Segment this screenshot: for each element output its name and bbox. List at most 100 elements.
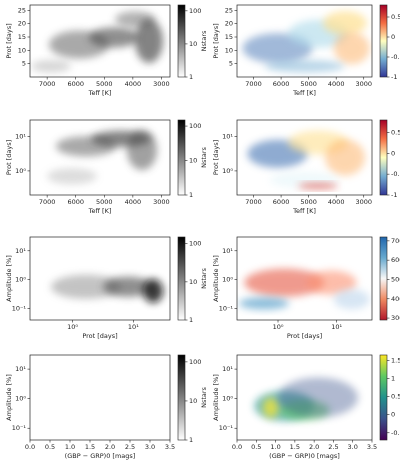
density-cloud (333, 289, 370, 310)
colorbar-tick-label: 10 (189, 157, 197, 165)
density-layer (31, 11, 163, 73)
colorbar-tick-label: 1 (189, 316, 193, 324)
density-cloud (323, 11, 367, 35)
x-tick-label: 3.5 (165, 443, 175, 451)
colorbar-tick-label: 10 (189, 40, 197, 48)
density-cloud (325, 139, 365, 176)
colorbar-tick-label: 1 (391, 375, 395, 383)
y-tick-label: 10⁰ (222, 395, 233, 403)
y-axis-label: Amplitude [%] (5, 255, 13, 302)
colorbar-label: Nstars (200, 30, 208, 51)
y-tick-label: 10⁻¹ (12, 305, 27, 313)
y-tick-label: 10¹ (222, 365, 233, 373)
density-cloud (278, 377, 358, 418)
colorbar-tick-label: 6000 (391, 256, 400, 264)
x-tick-label: 6000 (67, 80, 84, 88)
y-axis-label: Prot [days] (5, 23, 13, 58)
x-axis-label: (GBP − GRP)0 [mags] (65, 452, 136, 460)
density-cloud (47, 168, 97, 185)
x-tick-label: 5000 (300, 198, 317, 206)
density-cloud (298, 183, 338, 189)
plot-frame (236, 119, 373, 196)
panel: 7000 6000 5000 4000 3000 5 10 15 20 25 Teff [K] Pro… (5, 4, 208, 97)
x-tick-label: 3.0 (145, 443, 155, 451)
x-axis-label: Teff [K] (292, 207, 316, 215)
x-tick-label: 10⁰ (67, 323, 78, 331)
y-axis-label: Prot [days] (5, 140, 13, 175)
density-cloud (239, 297, 289, 310)
x-tick-label: 0.5 (45, 443, 55, 451)
colorbar (177, 119, 186, 196)
x-tick-label: 2.0 (309, 443, 319, 451)
x-axis-label: Teff [K] (88, 207, 112, 215)
y-axis-label: Amplitude [%] (212, 374, 220, 421)
x-tick-label: 1.0 (65, 443, 75, 451)
x-tick-label: 10⁰ (273, 323, 284, 331)
colorbar-label: Nstars (200, 267, 208, 288)
density-cloud (89, 27, 139, 48)
panel: 7000 6000 5000 4000 3000 10⁰ 10¹ Teff [K] Prot [… (5, 119, 208, 215)
panel: 7000 6000 5000 4000 3000 10⁰ 10¹ Teff [K] Prot [… (212, 119, 400, 215)
y-tick-label: 10⁰ (222, 167, 233, 175)
y-tick-label: 15 (225, 33, 233, 41)
panel: 10⁰ 10¹ 10⁻¹ 10⁰ 10¹ Prot [days] Amplitude [%]… (5, 236, 208, 340)
x-axis-label: Teff [K] (292, 89, 316, 97)
y-tick-label: 10⁰ (222, 276, 233, 284)
y-tick-label: 10¹ (15, 247, 26, 255)
x-tick-label: 6000 (67, 198, 84, 206)
y-tick-label: 10¹ (222, 132, 233, 140)
density-cloud (264, 60, 345, 73)
density-cloud (103, 276, 153, 297)
density-layer (51, 274, 164, 303)
x-axis-label: Prot [days] (82, 332, 117, 340)
y-tick-label: 10¹ (222, 247, 233, 255)
y-tick-label: 20 (225, 20, 233, 28)
x-tick-label: 2.5 (125, 443, 135, 451)
colorbar-tick-label: 0 (391, 33, 395, 41)
x-tick-label: 6000 (273, 198, 290, 206)
y-tick-label: 10¹ (15, 365, 26, 373)
density-layer (242, 11, 370, 73)
x-tick-label: 2.0 (105, 443, 115, 451)
colorbar-tick-label: 0.5 (391, 393, 400, 401)
x-tick-label: 3000 (355, 80, 372, 88)
colorbar-label: Nstars (200, 146, 208, 167)
plot-frame (29, 4, 171, 78)
y-tick-label: 5 (22, 60, 26, 68)
density-cloud (51, 274, 121, 299)
x-tick-label: 3000 (355, 198, 372, 206)
y-tick-label: 10⁰ (15, 276, 26, 284)
colorbar-tick-label: 3000 (391, 314, 400, 322)
colorbar-tick-label: 1.5 (391, 356, 400, 364)
x-tick-label: 3000 (153, 80, 170, 88)
colorbar-tick-label: 0 (391, 149, 395, 157)
density-cloud (135, 19, 163, 63)
colorbar-tick-label: 4000 (391, 295, 400, 303)
colorbar (177, 4, 186, 78)
plot-frame (236, 4, 373, 78)
y-axis-label: Amplitude [%] (212, 255, 220, 302)
x-tick-label: 6000 (273, 80, 290, 88)
panel: 0.0 0.5 1.0 1.5 2.0 2.5 3.0 3.5 10⁻¹ 10⁰ 10¹ (GBP −… (212, 354, 400, 460)
x-axis-label: Teff [K] (88, 89, 112, 97)
density-cloud (333, 32, 370, 65)
density-cloud (31, 60, 71, 73)
x-tick-label: 3.0 (348, 443, 358, 451)
colorbar (379, 236, 388, 321)
colorbar-tick-label: 5000 (391, 275, 400, 283)
y-tick-label: 15 (18, 33, 26, 41)
colorbar-tick-label: 0.5 (391, 13, 400, 21)
y-axis-label: Prot [days] (212, 140, 220, 175)
y-tick-label: 10⁻¹ (219, 305, 234, 313)
x-tick-label: 7000 (39, 198, 56, 206)
x-tick-label: 0.0 (232, 443, 242, 451)
colorbar-tick-label: 100 (189, 358, 201, 366)
density-cloud (262, 397, 279, 418)
panel: 0.0 0.5 1.0 1.5 2.0 2.5 3.0 3.5 10⁻¹ 10⁰ 10¹ (GBP −… (5, 354, 208, 460)
y-tick-label: 10⁰ (15, 395, 26, 403)
x-tick-label: 3000 (153, 198, 170, 206)
colorbar-tick-label: 0.5 (391, 129, 400, 137)
x-tick-label: 5000 (96, 198, 113, 206)
x-tick-label: 2.5 (328, 443, 338, 451)
